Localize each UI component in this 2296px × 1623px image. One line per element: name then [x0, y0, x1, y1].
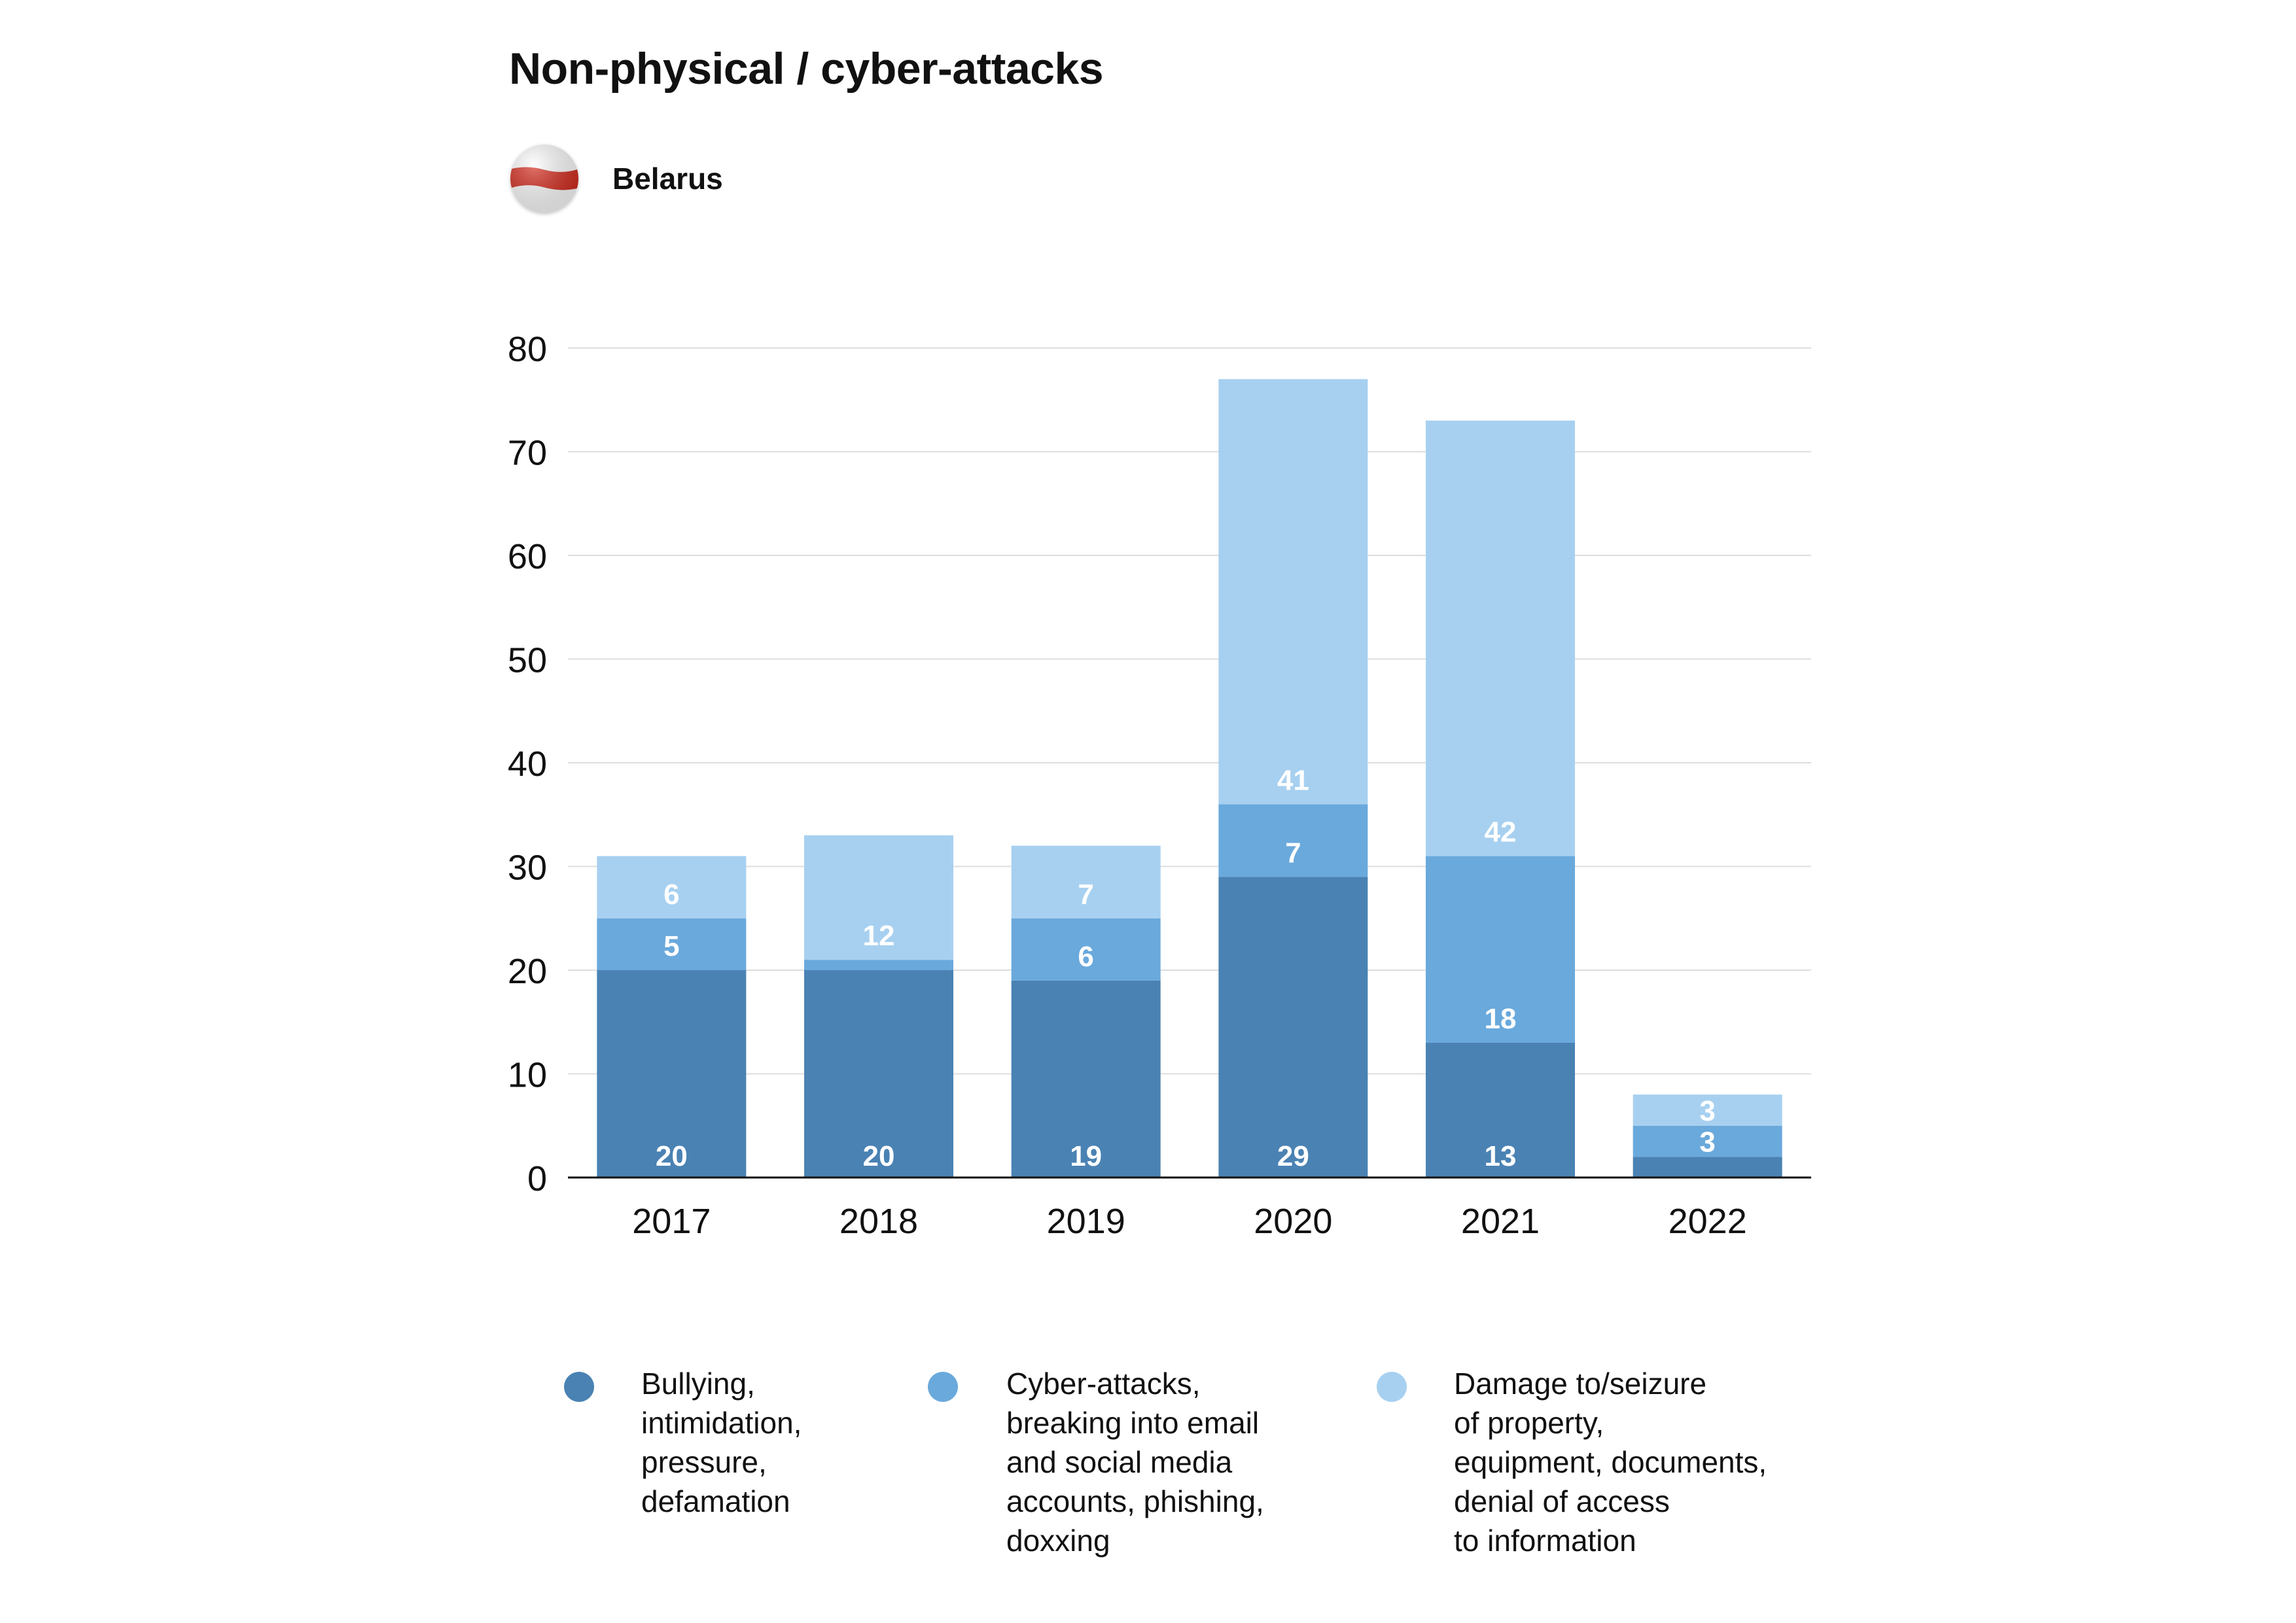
bar-segment: [1426, 420, 1575, 856]
bar-segment: [1426, 856, 1575, 1043]
x-tick-label: 2017: [632, 1202, 711, 1241]
data-label: 20: [863, 1140, 895, 1172]
bar-segment: [804, 970, 953, 1178]
data-label: 7: [1078, 879, 1093, 911]
legend-label: Bullying, intimidation, pressure, defama…: [641, 1367, 802, 1518]
legend-swatch: [1377, 1372, 1407, 1402]
x-tick-label: 2019: [1047, 1202, 1125, 1241]
y-tick-label: 0: [527, 1159, 547, 1198]
bar-segment: [804, 835, 953, 960]
bar-segment: [1011, 980, 1161, 1178]
country-label: Belarus: [612, 162, 723, 196]
bar-segment: [1218, 877, 1368, 1178]
bar-segment: [1218, 804, 1368, 877]
country-row: Belarus: [510, 143, 723, 215]
y-tick-label: 40: [508, 744, 547, 784]
data-label: 41: [1277, 764, 1309, 796]
data-label: 5: [663, 930, 679, 962]
y-tick-label: 70: [508, 434, 547, 473]
data-label: 42: [1485, 816, 1517, 848]
bar-segment: [1633, 1125, 1782, 1157]
belarus-flag-icon: [510, 145, 578, 213]
x-tick-label: 2018: [839, 1202, 918, 1241]
data-label: 7: [1285, 837, 1301, 869]
data-label: 20: [656, 1140, 688, 1172]
legend-label: Damage to/seizure of property, equipment…: [1454, 1367, 1767, 1558]
bar-segment: [597, 970, 747, 1178]
legend-swatch: [564, 1372, 594, 1402]
x-tick-label: 2020: [1254, 1202, 1332, 1241]
data-label: 6: [1078, 941, 1093, 973]
bar-segment: [1011, 918, 1161, 981]
stacked-bar-chart: 0 10 20 30 40 50 60 70 80 20 5 6 2017 20 12 2018 19 6 7 201…: [508, 330, 1811, 1241]
legend-item: Bullying, intimidation, pressure, defama…: [564, 1364, 802, 1521]
legend-label: Cyber-attacks, breaking into email and s…: [1006, 1367, 1264, 1558]
data-label: 13: [1485, 1140, 1517, 1172]
y-tick-label: 50: [508, 641, 547, 680]
legend-swatch: [928, 1372, 958, 1402]
bar-segment: [597, 856, 747, 918]
bar-segment: [1426, 1042, 1575, 1178]
data-label: 3: [1699, 1095, 1715, 1127]
data-label: 29: [1277, 1140, 1309, 1172]
bar-segment: [1218, 379, 1368, 805]
data-label: 3: [1699, 1126, 1715, 1159]
bar-segment: [1011, 845, 1161, 918]
chart-legend: Bullying, intimidation, pressure, defama…: [0, 1364, 2296, 1573]
bar-segment: [804, 960, 953, 970]
y-tick-label: 10: [508, 1056, 547, 1095]
chart-title: Non-physical / cyber-attacks: [509, 44, 1104, 94]
y-tick-label: 30: [508, 848, 547, 888]
legend-item: Damage to/seizure of property, equipment…: [1377, 1364, 1767, 1560]
data-label: 12: [863, 920, 895, 952]
y-tick-label: 80: [508, 330, 547, 369]
x-tick-label: 2021: [1461, 1202, 1540, 1241]
bar-segment: [597, 918, 747, 970]
data-label: 19: [1070, 1140, 1102, 1172]
data-label: 18: [1485, 1003, 1517, 1035]
y-tick-label: 20: [508, 952, 547, 991]
y-tick-label: 60: [508, 537, 547, 576]
legend-item: Cyber-attacks, breaking into email and s…: [928, 1364, 1264, 1560]
bar-segment: [1633, 1094, 1782, 1126]
bar-segment: [1633, 1157, 1782, 1178]
data-label: 6: [663, 879, 679, 911]
x-tick-label: 2022: [1669, 1202, 1747, 1241]
